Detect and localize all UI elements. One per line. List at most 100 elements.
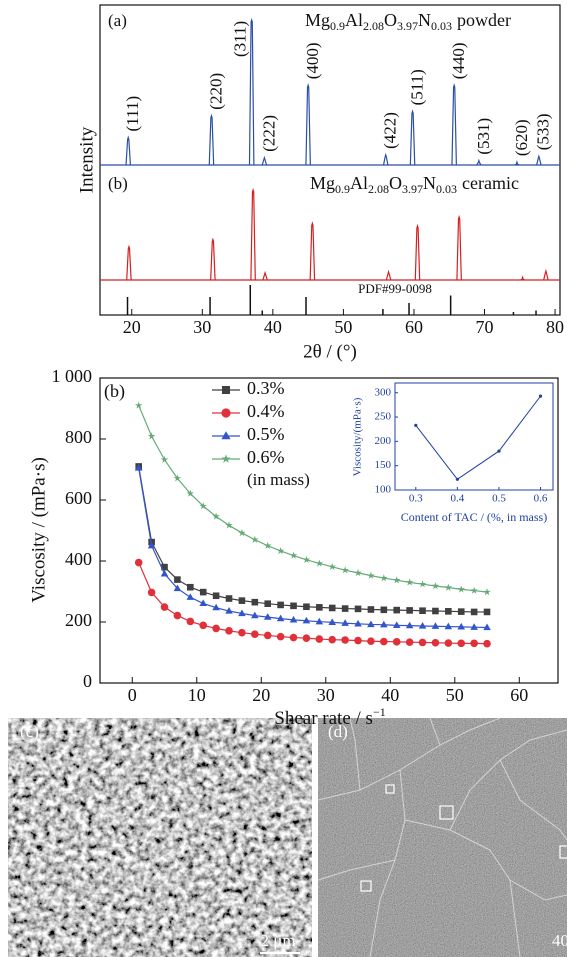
peak-label: (422)	[381, 112, 400, 149]
marker	[380, 620, 388, 628]
x-axis-label: 2θ / (°)	[303, 341, 357, 362]
marker	[147, 432, 156, 440]
square-marker	[439, 805, 454, 820]
marker	[418, 638, 427, 647]
xrd-frame	[99, 4, 561, 316]
x-tick-label: 20	[123, 317, 141, 337]
marker	[354, 636, 362, 645]
series-line	[138, 562, 488, 645]
marker	[367, 620, 375, 628]
marker	[251, 535, 259, 543]
panel-label: (b)	[108, 174, 128, 193]
sem-texture	[318, 718, 567, 957]
panel-label: (b)	[104, 381, 125, 402]
x-tick-label: 0.4	[450, 493, 464, 505]
series-label-suffix: powder	[457, 10, 511, 30]
legend-label: 0.5%	[247, 424, 285, 444]
y-tick-label: 0	[83, 671, 92, 691]
marker	[186, 617, 195, 626]
marker	[225, 607, 233, 614]
marker	[174, 576, 181, 583]
x-tick-label: 0.5	[492, 493, 506, 505]
scale-bar-label: 40	[552, 931, 567, 950]
boundary	[349, 718, 361, 791]
marker	[328, 635, 337, 644]
marker	[251, 630, 259, 638]
peak-label: (531)	[474, 118, 493, 155]
marker	[199, 599, 208, 607]
image-label: (c)	[20, 722, 39, 741]
marker	[238, 609, 246, 617]
legend-marker	[221, 408, 231, 418]
boundary	[429, 718, 441, 746]
x-tick-label: 10	[188, 685, 206, 705]
formula-element: Al	[350, 173, 368, 193]
marker	[315, 559, 324, 567]
marker	[470, 639, 478, 648]
marker	[380, 637, 388, 646]
boundary	[499, 759, 567, 841]
marker	[251, 598, 259, 606]
marker	[212, 603, 220, 611]
marker	[238, 597, 246, 604]
marker	[173, 611, 182, 620]
marker	[199, 588, 207, 596]
marker	[367, 606, 375, 613]
sem-texture	[8, 718, 312, 957]
marker	[341, 566, 349, 574]
peak-label: (440)	[449, 42, 468, 79]
peak	[520, 275, 526, 281]
marker	[470, 586, 478, 594]
inset-y-label: Viscosity/(mPa·s)	[352, 397, 364, 476]
formula-element: N	[423, 173, 436, 193]
peak	[305, 83, 311, 166]
peak	[476, 158, 482, 166]
boundary	[509, 879, 567, 901]
peak	[261, 155, 268, 166]
panel-label: (a)	[108, 11, 127, 30]
marker	[418, 622, 427, 629]
marker	[380, 574, 388, 582]
marker	[134, 401, 143, 409]
marker	[134, 464, 143, 471]
peak-label: (620)	[512, 119, 531, 156]
marker	[277, 601, 284, 609]
formula-subscript: 0.03	[431, 19, 452, 33]
peak	[456, 214, 462, 281]
marker	[264, 600, 272, 607]
marker	[497, 449, 501, 453]
marker	[431, 582, 440, 590]
y-tick-label: 250	[375, 411, 392, 423]
peak	[414, 223, 421, 281]
marker	[405, 578, 414, 586]
formula-element: Mg	[305, 10, 330, 30]
inset-x-label: Content of TAC / (%, in mass)	[401, 510, 547, 524]
x-tick-label: 40	[381, 685, 399, 705]
legend-label: 0.3%	[247, 378, 285, 398]
legend-label: 0.6%	[247, 447, 285, 467]
y-tick-label: 200	[65, 610, 92, 630]
x-axis-label-text: Shear rate / s	[274, 708, 373, 729]
x-axis-label: Shear rate / s−1	[274, 705, 385, 730]
legend-label: 0.4%	[247, 401, 285, 421]
marker	[276, 614, 285, 622]
y-tick-label: 1 000	[52, 366, 93, 386]
marker	[457, 622, 466, 630]
annotation: PDF#99-0098	[358, 281, 432, 296]
marker	[173, 584, 182, 592]
x-tick-label: 50	[446, 685, 464, 705]
peak	[210, 237, 216, 281]
y-tick-label: 150	[375, 459, 392, 471]
marker	[444, 622, 453, 630]
grain-boundaries	[318, 718, 567, 957]
marker	[341, 619, 349, 626]
marker	[418, 580, 427, 588]
legend-marker	[221, 454, 231, 463]
marker	[483, 608, 491, 616]
viscosity-frame	[99, 377, 559, 684]
marker	[212, 592, 220, 600]
formula-element: O	[389, 173, 402, 193]
peak	[262, 270, 268, 281]
formula-element: O	[384, 10, 397, 30]
